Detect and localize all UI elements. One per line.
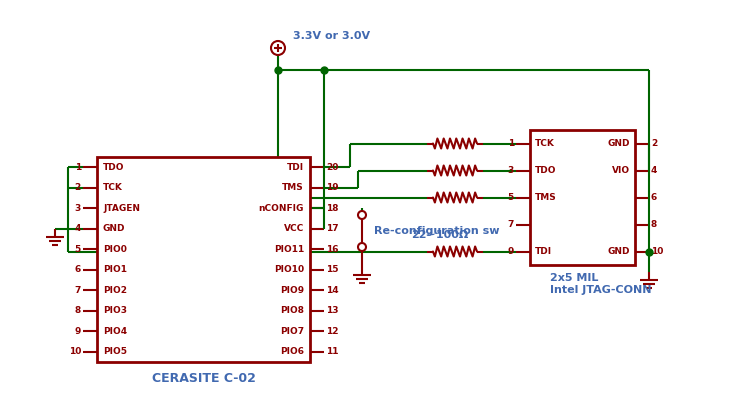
Text: PIO4: PIO4 <box>103 327 127 336</box>
Text: GND: GND <box>103 224 126 233</box>
Text: 3: 3 <box>508 166 514 175</box>
Text: 8: 8 <box>651 220 657 229</box>
Text: PIO9: PIO9 <box>280 286 304 295</box>
Text: PIO6: PIO6 <box>280 347 304 356</box>
Text: PIO3: PIO3 <box>103 306 127 315</box>
Text: 2x5 MIL: 2x5 MIL <box>550 273 598 283</box>
Text: VCC: VCC <box>284 224 304 233</box>
Text: 7: 7 <box>508 220 514 229</box>
Bar <box>530 130 635 265</box>
Text: 18: 18 <box>326 204 339 213</box>
Text: PIO11: PIO11 <box>273 245 304 254</box>
Text: 1: 1 <box>75 163 81 172</box>
Text: JTAGEN: JTAGEN <box>103 204 140 213</box>
Text: 4: 4 <box>651 166 657 175</box>
Text: TDO: TDO <box>103 163 124 172</box>
Text: 7: 7 <box>75 286 81 295</box>
Text: 12: 12 <box>326 327 339 336</box>
Text: CERASITE C-02: CERASITE C-02 <box>151 372 256 385</box>
Text: Re-configuration sw: Re-configuration sw <box>374 226 500 236</box>
Text: PIO10: PIO10 <box>274 265 304 274</box>
Text: 14: 14 <box>326 286 339 295</box>
Text: Intel JTAG-CONN: Intel JTAG-CONN <box>550 285 651 295</box>
Text: TMS: TMS <box>282 183 304 192</box>
Text: 10: 10 <box>651 247 664 256</box>
Text: PIO0: PIO0 <box>103 245 127 254</box>
Text: TDO: TDO <box>535 166 556 175</box>
Text: TDI: TDI <box>287 163 304 172</box>
Text: 3: 3 <box>75 204 81 213</box>
Text: 17: 17 <box>326 224 339 233</box>
Text: GND: GND <box>608 139 630 148</box>
Text: PIO8: PIO8 <box>280 306 304 315</box>
Text: 10: 10 <box>68 347 81 356</box>
Text: 11: 11 <box>326 347 339 356</box>
Text: 22∼100Ω: 22∼100Ω <box>412 230 469 239</box>
Text: 5: 5 <box>75 245 81 254</box>
Text: 8: 8 <box>75 306 81 315</box>
Text: 6: 6 <box>75 265 81 274</box>
Text: PIO5: PIO5 <box>103 347 127 356</box>
Text: 4: 4 <box>75 224 81 233</box>
Text: 15: 15 <box>326 265 339 274</box>
Text: TCK: TCK <box>535 139 555 148</box>
Text: PIO1: PIO1 <box>103 265 127 274</box>
Text: 20: 20 <box>326 163 338 172</box>
Text: 3.3V or 3.0V: 3.3V or 3.0V <box>293 31 370 41</box>
Text: TDI: TDI <box>535 247 552 256</box>
Bar <box>97 157 310 362</box>
Text: 16: 16 <box>326 245 339 254</box>
Text: 2: 2 <box>651 139 657 148</box>
Text: 13: 13 <box>326 306 339 315</box>
Text: 2: 2 <box>75 183 81 192</box>
Text: TCK: TCK <box>103 183 123 192</box>
Text: TMS: TMS <box>535 193 556 202</box>
Text: PIO7: PIO7 <box>280 327 304 336</box>
Text: PIO2: PIO2 <box>103 286 127 295</box>
Text: 1: 1 <box>508 139 514 148</box>
Text: 6: 6 <box>651 193 657 202</box>
Text: 19: 19 <box>326 183 339 192</box>
Text: nCONFIG: nCONFIG <box>259 204 304 213</box>
Text: VIO: VIO <box>612 166 630 175</box>
Text: GND: GND <box>608 247 630 256</box>
Text: 5: 5 <box>508 193 514 202</box>
Text: 9: 9 <box>508 247 514 256</box>
Text: 9: 9 <box>75 327 81 336</box>
